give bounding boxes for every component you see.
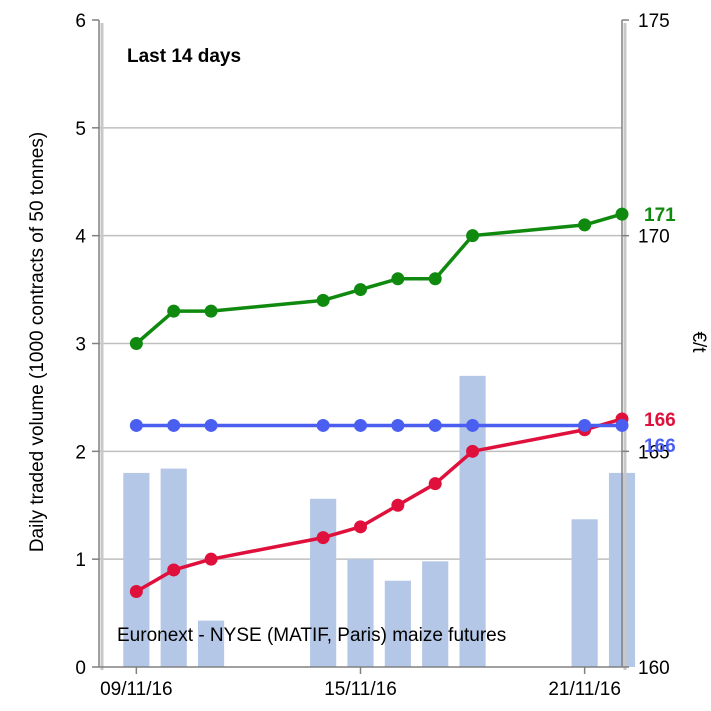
series-end-label: 166 [644, 410, 676, 431]
volume-bar [422, 561, 449, 667]
series-point [167, 563, 181, 577]
series-end-label: 166 [644, 436, 676, 457]
volume-bar [197, 620, 225, 667]
left-axis-title: Daily traded volume (1000 contracts of 5… [27, 132, 48, 552]
series-point [391, 498, 405, 512]
left-axis-tick-label: 2 [75, 442, 86, 463]
series-point [316, 293, 330, 307]
series-point [391, 418, 405, 432]
series-point [167, 304, 181, 318]
right-axis-tick-label: 165 [638, 442, 670, 463]
x-axis-tick-label: 09/11/16 [100, 679, 173, 700]
series-point [354, 520, 367, 534]
volume-bar [384, 580, 411, 667]
series-point [391, 272, 405, 286]
annotation-source: Euronext - NYSE (MATIF, Paris) maize fut… [117, 625, 506, 646]
left-axis-tick-label: 1 [75, 550, 86, 571]
price-series [129, 207, 629, 350]
series-point [578, 418, 592, 432]
right-axis-tick-label: 170 [638, 227, 670, 248]
annotation-title: Last 14 days [127, 46, 241, 67]
series-point [578, 218, 592, 232]
left-axis-tick-label: 0 [75, 658, 86, 679]
price-series [129, 418, 629, 432]
volume-bar [347, 559, 374, 667]
series-point [129, 337, 143, 350]
price-lines [129, 207, 629, 599]
series-point [428, 272, 442, 286]
series-line [135, 212, 623, 345]
series-point [428, 477, 442, 491]
axes [92, 19, 629, 674]
volume-bar [571, 519, 598, 667]
volume-bar [310, 498, 337, 667]
series-point [129, 585, 143, 599]
left-axis-tick-label: 5 [75, 119, 86, 140]
right-axis-tick-label: 175 [638, 11, 670, 32]
series-point [316, 531, 330, 545]
left-axis-tick-label: 6 [75, 11, 86, 32]
series-point [204, 552, 218, 566]
left-axis-tick-label: 3 [75, 335, 86, 356]
right-axis-title: €/t [688, 331, 709, 353]
series-point [466, 229, 480, 243]
volume-bar [123, 472, 150, 667]
left-axis-tick-label: 4 [75, 227, 86, 248]
series-point [466, 444, 480, 458]
series-point [615, 207, 629, 221]
series-point [428, 418, 442, 432]
series-point [204, 418, 218, 432]
axis-labels: 0 1 2 3 4 5 6 160 165 170 175 09/11/16 15/11/16 21/11… [75, 11, 676, 700]
series-point [466, 418, 480, 432]
series-point [354, 283, 367, 297]
series-point [316, 418, 330, 432]
series-point [204, 304, 218, 318]
x-axis-tick-label: 15/11/16 [324, 679, 397, 700]
series-point [129, 418, 143, 432]
series-point [167, 418, 181, 432]
series-end-label: 171 [644, 205, 676, 226]
series-point [615, 418, 629, 432]
right-axis-tick-label: 160 [638, 658, 670, 679]
x-axis-tick-label: 21/11/16 [548, 679, 621, 700]
series-line [135, 417, 623, 594]
series-point [354, 418, 367, 432]
